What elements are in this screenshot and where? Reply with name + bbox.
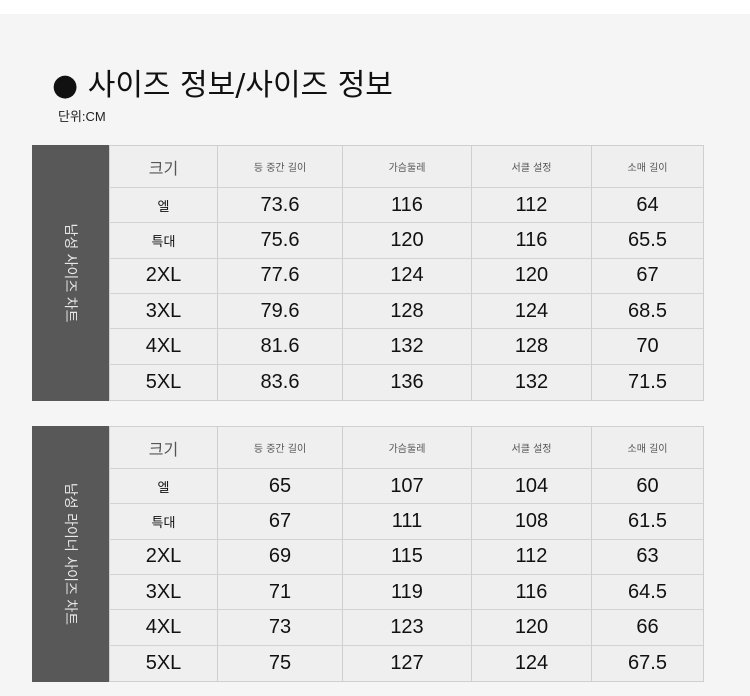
size-label: 3XL — [109, 574, 217, 611]
table-cell: 132 — [471, 364, 591, 400]
side-label: 남성 라이너 사이즈 차트 — [32, 426, 109, 682]
table-cell: 107 — [342, 469, 471, 505]
table-cell: 124 — [471, 293, 591, 330]
size-label: 엘 — [109, 188, 217, 224]
size-label: 5XL — [109, 364, 217, 400]
table-cell: 115 — [342, 539, 471, 575]
table-cell: 71.5 — [591, 364, 703, 400]
table-cell: 70 — [591, 329, 703, 365]
size-label: 2XL — [109, 258, 217, 294]
table-cell: 65 — [217, 469, 342, 505]
table-cell: 68.5 — [591, 293, 703, 330]
column-header: 소매 길이 — [591, 146, 703, 188]
column-header: 가슴둘레 — [342, 146, 471, 188]
side-label-text: 남성 라이너 사이즈 차트 — [61, 482, 78, 626]
table-cell: 128 — [471, 329, 591, 365]
top-band — [0, 0, 750, 14]
table-cell: 79.6 — [217, 293, 342, 330]
table-cell: 64 — [591, 188, 703, 224]
side-label: 남성 사이즈 차트 — [32, 145, 109, 401]
size-table: 크기 등 중간 길이 가슴둘레 서클 설정 소매 길이 엘 65 107 104 60 특대 67 11… — [109, 426, 704, 682]
table-cell: 83.6 — [217, 364, 342, 400]
table-cell: 71 — [217, 574, 342, 611]
table-cell: 112 — [471, 188, 591, 224]
table-cell: 65.5 — [591, 223, 703, 259]
table-cell: 67.5 — [591, 645, 703, 681]
column-header: 크기 — [109, 146, 217, 188]
table-cell: 66 — [591, 610, 703, 646]
table-cell: 119 — [342, 574, 471, 611]
table-cell: 128 — [342, 293, 471, 330]
size-label: 4XL — [109, 329, 217, 365]
table-cell: 127 — [342, 645, 471, 681]
table-cell: 108 — [471, 504, 591, 540]
mens-size-chart: 남성 사이즈 차트 크기 등 중간 길이 가슴둘레 서클 설정 소매 길이 엘 73.6 11… — [32, 145, 704, 401]
size-label: 특대 — [109, 223, 217, 259]
column-header: 서클 설정 — [471, 146, 591, 188]
table-cell: 67 — [217, 504, 342, 540]
table-cell: 112 — [471, 539, 591, 575]
size-label: 엘 — [109, 469, 217, 505]
table-cell: 81.6 — [217, 329, 342, 365]
table-cell: 116 — [471, 223, 591, 259]
table-cell: 123 — [342, 610, 471, 646]
size-label: 5XL — [109, 645, 217, 681]
table-cell: 124 — [471, 645, 591, 681]
side-label-text: 남성 사이즈 차트 — [61, 223, 78, 323]
table-cell: 77.6 — [217, 258, 342, 294]
table-cell: 104 — [471, 469, 591, 505]
table-cell: 120 — [471, 610, 591, 646]
column-header: 크기 — [109, 427, 217, 469]
table-cell: 69 — [217, 539, 342, 575]
size-label: 4XL — [109, 610, 217, 646]
table-cell: 75.6 — [217, 223, 342, 259]
column-header: 등 중간 길이 — [217, 146, 342, 188]
column-header: 서클 설정 — [471, 427, 591, 469]
size-table: 크기 등 중간 길이 가슴둘레 서클 설정 소매 길이 엘 73.6 116 112 64 특대 75… — [109, 145, 704, 401]
table-cell: 73 — [217, 610, 342, 646]
size-label: 특대 — [109, 504, 217, 540]
size-label: 3XL — [109, 293, 217, 330]
page-title: ● 사이즈 정보/사이즈 정보 — [52, 68, 393, 103]
table-cell: 64.5 — [591, 574, 703, 611]
table-cell: 116 — [342, 188, 471, 224]
table-cell: 124 — [342, 258, 471, 294]
table-cell: 75 — [217, 645, 342, 681]
table-cell: 120 — [471, 258, 591, 294]
table-cell: 116 — [471, 574, 591, 611]
table-cell: 61.5 — [591, 504, 703, 540]
size-label: 2XL — [109, 539, 217, 575]
table-cell: 63 — [591, 539, 703, 575]
table-cell: 67 — [591, 258, 703, 294]
table-cell: 136 — [342, 364, 471, 400]
table-cell: 60 — [591, 469, 703, 505]
column-header: 소매 길이 — [591, 427, 703, 469]
unit-label: 단위:CM — [58, 109, 106, 124]
column-header: 등 중간 길이 — [217, 427, 342, 469]
table-cell: 111 — [342, 504, 471, 540]
table-cell: 120 — [342, 223, 471, 259]
table-cell: 73.6 — [217, 188, 342, 224]
column-header: 가슴둘레 — [342, 427, 471, 469]
table-cell: 132 — [342, 329, 471, 365]
